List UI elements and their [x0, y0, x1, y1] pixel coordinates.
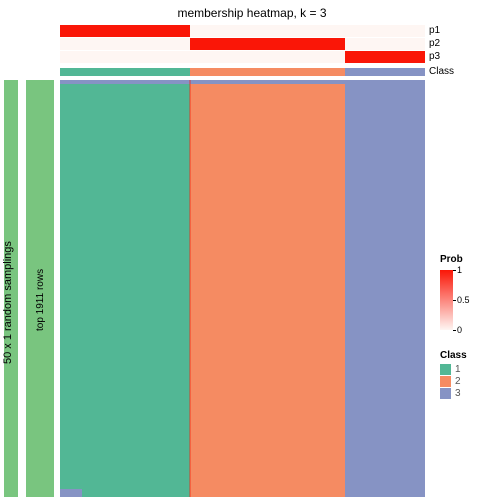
prob-bar-p3-c1 — [60, 51, 190, 63]
legend-prob-gradient — [440, 270, 453, 330]
chart-title: membership heatmap, k = 3 — [0, 6, 504, 20]
legend-prob-tick-0: 1 — [457, 265, 462, 275]
heatmap-col-2 — [190, 80, 345, 497]
heatmap-col-1 — [60, 80, 190, 497]
prob-bar-p2-c2 — [190, 38, 345, 50]
legend-class-label-2: 2 — [455, 376, 461, 387]
prob-bar-p2-c1 — [60, 38, 190, 50]
prob-bar-p3-c2 — [190, 51, 345, 63]
legend-prob-title: Prob — [440, 254, 463, 265]
class-bar-c1 — [60, 68, 190, 76]
legend-prob-tick-1: 0.5 — [457, 295, 470, 305]
legend-class-item-2: 2 — [440, 376, 461, 387]
heatmap-col-3 — [345, 80, 425, 497]
legend-class-swatch-3 — [440, 388, 451, 399]
heatmap-seam — [189, 80, 191, 497]
row-label-p3: p3 — [429, 51, 440, 62]
class-bar-c2 — [190, 68, 345, 76]
legend-class-swatch-2 — [440, 376, 451, 387]
legend-class-title: Class — [440, 350, 467, 361]
legend-prob-tick-2: 0 — [457, 325, 462, 335]
class-bar-c3 — [345, 68, 425, 76]
legend-class-item-1: 1 — [440, 364, 461, 375]
legend-class-label-1: 1 — [455, 364, 461, 375]
ylabel-inner: top 1911 rows — [35, 268, 46, 330]
legend-class-swatch-1 — [440, 364, 451, 375]
prob-bar-p2-c3 — [345, 38, 425, 50]
row-label-class: Class — [429, 66, 454, 77]
prob-bar-p3-c3 — [345, 51, 425, 63]
heatmap-bl-patch — [60, 489, 82, 497]
legend-class-item-3: 3 — [440, 388, 461, 399]
legend-class-label-3: 3 — [455, 388, 461, 399]
ylabel-outer: 50 x 1 random samplings — [2, 241, 14, 364]
heatmap-top-fringe — [60, 80, 425, 84]
prob-bar-p1-c2 — [190, 25, 345, 37]
row-label-p1: p1 — [429, 25, 440, 36]
row-label-p2: p2 — [429, 38, 440, 49]
prob-bar-p1-c1 — [60, 25, 190, 37]
prob-bar-p1-c3 — [345, 25, 425, 37]
